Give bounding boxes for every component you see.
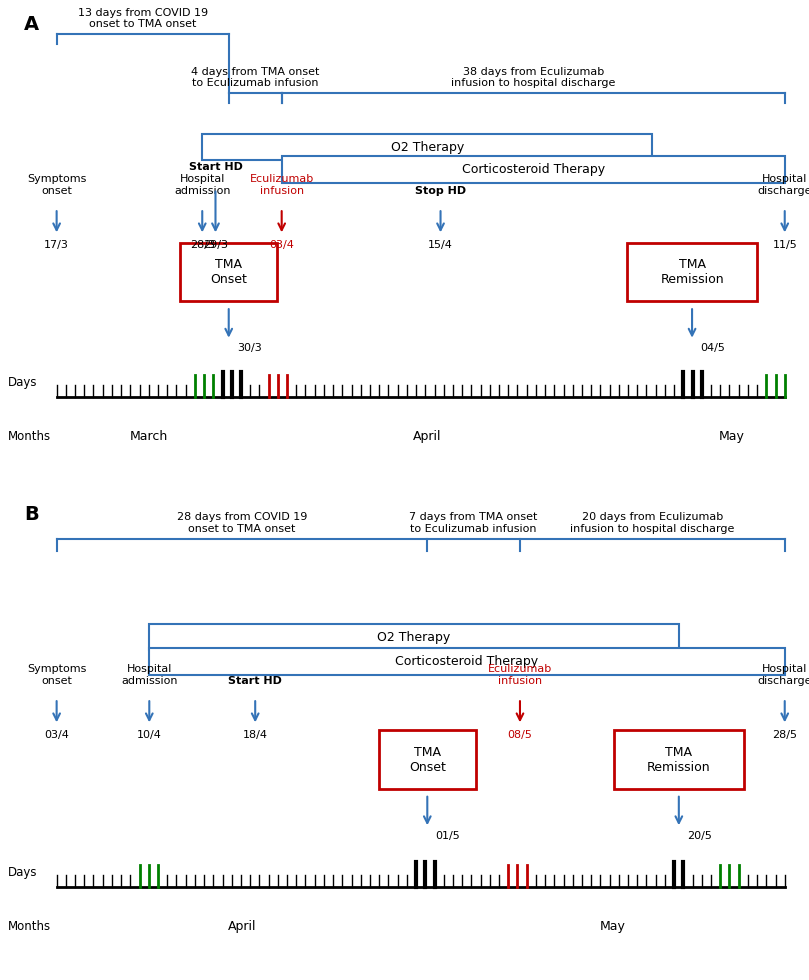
Text: Symptoms
onset: Symptoms onset <box>27 664 87 686</box>
FancyBboxPatch shape <box>150 648 785 675</box>
Text: TMA
Onset: TMA Onset <box>409 746 446 773</box>
Text: B: B <box>24 505 39 523</box>
Text: May: May <box>599 919 625 933</box>
Text: Eculizumab
infusion: Eculizumab infusion <box>488 664 552 686</box>
Text: Hospital
admission: Hospital admission <box>174 174 231 196</box>
Text: 30/3: 30/3 <box>237 343 261 353</box>
Text: 03/4: 03/4 <box>44 730 69 740</box>
FancyBboxPatch shape <box>614 730 743 789</box>
FancyBboxPatch shape <box>150 623 679 651</box>
Text: Months: Months <box>8 429 51 443</box>
Text: A: A <box>24 15 40 33</box>
Text: 08/5: 08/5 <box>507 730 532 740</box>
FancyBboxPatch shape <box>282 156 785 182</box>
Text: 28 days from COVID 19
onset to TMA onset: 28 days from COVID 19 onset to TMA onset <box>177 513 307 534</box>
Text: O2 Therapy: O2 Therapy <box>378 630 451 644</box>
Text: Stop HD: Stop HD <box>415 186 466 196</box>
Text: Days: Days <box>8 375 37 389</box>
Text: 28/3: 28/3 <box>190 240 214 250</box>
Text: 20/5: 20/5 <box>687 831 712 841</box>
Text: March: March <box>130 429 168 443</box>
Text: 20 days from Eculizumab
infusion to hospital discharge: 20 days from Eculizumab infusion to hosp… <box>570 513 735 534</box>
Text: Symptoms
onset: Symptoms onset <box>27 174 87 196</box>
Text: 28/5: 28/5 <box>773 730 797 740</box>
FancyBboxPatch shape <box>202 133 652 161</box>
Text: 7 days from TMA onset
to Eculizumab infusion: 7 days from TMA onset to Eculizumab infu… <box>409 513 538 534</box>
Text: 10/4: 10/4 <box>137 730 162 740</box>
Text: 01/5: 01/5 <box>435 831 460 841</box>
FancyBboxPatch shape <box>379 730 476 789</box>
Text: O2 Therapy: O2 Therapy <box>391 140 464 154</box>
Text: Start HD: Start HD <box>188 162 243 172</box>
Text: TMA
Onset: TMA Onset <box>210 258 248 286</box>
Text: Corticosteroid Therapy: Corticosteroid Therapy <box>462 163 605 175</box>
Text: 13 days from COVID 19
onset to TMA onset: 13 days from COVID 19 onset to TMA onset <box>78 8 208 29</box>
Text: Days: Days <box>8 865 37 879</box>
Text: TMA
Remission: TMA Remission <box>660 258 724 286</box>
Text: Start HD: Start HD <box>228 676 282 686</box>
Text: Hospital
discharge: Hospital discharge <box>757 174 809 196</box>
Text: 03/4: 03/4 <box>269 240 294 250</box>
Text: 38 days from Eculizumab
infusion to hospital discharge: 38 days from Eculizumab infusion to hosp… <box>451 67 616 88</box>
FancyBboxPatch shape <box>627 243 756 302</box>
Text: April: April <box>413 429 442 443</box>
Text: Hospital
discharge: Hospital discharge <box>757 664 809 686</box>
Text: 29/3: 29/3 <box>203 240 228 250</box>
Text: Eculizumab
infusion: Eculizumab infusion <box>249 174 314 196</box>
Text: May: May <box>719 429 745 443</box>
Text: 04/5: 04/5 <box>700 343 725 353</box>
Text: 15/4: 15/4 <box>428 240 453 250</box>
FancyBboxPatch shape <box>180 243 277 302</box>
Text: April: April <box>227 919 256 933</box>
Text: Hospital
admission: Hospital admission <box>121 664 177 686</box>
Text: Months: Months <box>8 919 51 933</box>
Text: 11/5: 11/5 <box>773 240 797 250</box>
Text: TMA
Remission: TMA Remission <box>647 746 710 773</box>
Text: Corticosteroid Therapy: Corticosteroid Therapy <box>396 655 539 668</box>
Text: 18/4: 18/4 <box>243 730 268 740</box>
Text: 17/3: 17/3 <box>44 240 69 250</box>
Text: 4 days from TMA onset
to Eculizumab infusion: 4 days from TMA onset to Eculizumab infu… <box>191 67 320 88</box>
